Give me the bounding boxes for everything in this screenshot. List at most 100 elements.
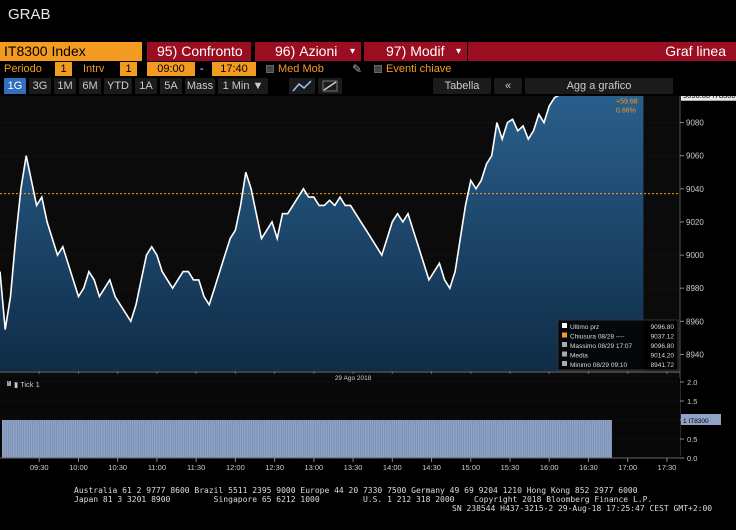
x-tick-label: 15:00 (461, 463, 480, 472)
range-1a-button[interactable]: 1A (135, 78, 157, 94)
legend-value: 9096.80 (651, 324, 675, 331)
volume-tick-label: 0.5 (687, 435, 697, 444)
legend-value: 8941.72 (651, 362, 675, 369)
x-tick-label: 14:30 (422, 463, 441, 472)
events-label: Eventi chiave (386, 63, 452, 75)
footer-line-2: Japan 81 3 3201 8900 Singapore 65 6212 1… (74, 495, 455, 504)
legend-label: Media (570, 353, 588, 360)
y-tick-label: 9060 (686, 152, 704, 161)
x-tick-label: 12:00 (226, 463, 245, 472)
x-tick-label: 10:00 (69, 463, 88, 472)
last-price-label: 9096.80 IT8300 +59.68 0.66% (616, 96, 736, 115)
interval-label: Intrv (83, 63, 105, 75)
footer-line-3: SN 238544 H437-3215-2 29-Aug-18 17:25:47… (452, 504, 713, 513)
line-tool-icon[interactable] (289, 78, 315, 94)
modify-label: Modif (410, 43, 445, 59)
compare-num: 95) (157, 43, 178, 59)
x-tick-label: 13:00 (304, 463, 323, 472)
y-tick-label: 8940 (686, 350, 704, 359)
y-tick-label: 9040 (686, 185, 704, 194)
events-checkbox[interactable] (374, 65, 382, 73)
volume-label: ▮ Tick 1 (14, 380, 40, 389)
volume-panel: ▮ Tick 12.01.51.00.50.01 IT8300 (0, 378, 721, 463)
modify-num: 97) (386, 43, 407, 59)
legend-label: Chiusura 08/28 ---- (570, 334, 625, 341)
y-tick-label: 8980 (686, 284, 704, 293)
actions-label: Azioni (299, 43, 338, 59)
actions-button[interactable]: 96) Azioni ▾ (255, 42, 361, 61)
range-1min-button[interactable]: 1 Min ▼ (218, 78, 268, 94)
x-tick-label: 17:00 (618, 463, 637, 472)
price-area (0, 96, 644, 371)
range-ytd-button[interactable]: YTD (104, 78, 132, 94)
compare-button[interactable]: 95) Confronto (147, 42, 251, 61)
table-button[interactable]: Tabella (433, 78, 491, 94)
chevron-down-icon: ▾ (349, 46, 355, 57)
x-tick-label: 15:30 (501, 463, 520, 472)
pencil-icon[interactable]: ✎ (352, 62, 363, 76)
range-1g-button[interactable]: 1G (4, 78, 26, 94)
x-tick-label: 12:30 (265, 463, 284, 472)
change-value: +59.68 (616, 99, 638, 106)
end-time-input[interactable]: 17:40 (212, 62, 256, 76)
x-tick-label: 16:00 (540, 463, 559, 472)
x-tick-label: 11:00 (148, 463, 166, 472)
footer-line-1: Australia 61 2 9777 8600 Brazil 5511 239… (74, 486, 638, 495)
volume-tick-label: 2.0 (687, 378, 697, 387)
chart-type-label[interactable]: Graf linea (468, 42, 736, 61)
legend-label: Massimo 08/29 17:07 (570, 343, 633, 350)
x-tick-label: 10:30 (108, 463, 127, 472)
chart-legend: Ultimo prz 9096.80 Chiusura 08/28 ---- 9037… (557, 319, 679, 371)
x-axis-date-label: 29 Ago 2018 (335, 375, 372, 382)
price-axis: 8940 8960 8980 9000 9020 9040 9060 9080 (680, 119, 704, 359)
line-chart-icon (292, 80, 312, 92)
interval-input[interactable]: 1 (120, 62, 137, 76)
chevron-down-icon: ▾ (455, 46, 461, 57)
footer-copyright: Copyright 2018 Bloomberg Finance L.P. (474, 495, 653, 504)
volume-tick-label: 0.0 (687, 454, 697, 463)
params-bar: Periodo 1 Intrv 1 09:00 - 17:40 Med Mob … (0, 62, 736, 76)
x-tick-label: 16:30 (579, 463, 598, 472)
moving-avg-label: Med Mob (278, 63, 324, 75)
y-tick-label: 8960 (686, 317, 704, 326)
range-bar: 1G 3G 1M 6M YTD 1A 5A Mass 1 Min ▼ Tabella « Agg… (0, 78, 736, 94)
start-time-input[interactable]: 09:00 (147, 62, 195, 76)
y-tick-label: 9020 (686, 218, 704, 227)
command-bar: IT8300 Index 95) Confronto 96) Azioni ▾ 97… (0, 42, 736, 61)
compare-label: Confronto (181, 43, 243, 59)
time-axis: 09:30 10:00 10:30 11:00 11:30 12:00 12:30 13:00… (30, 371, 676, 472)
volume-tick-label: 1.5 (687, 397, 697, 406)
price-line (0, 96, 560, 330)
range-1m-button[interactable]: 1M (54, 78, 76, 94)
y-tick-label: 9080 (686, 119, 704, 128)
legend-value: 9037.12 (651, 334, 675, 341)
period-input[interactable]: 1 (55, 62, 72, 76)
back-button[interactable]: « (494, 78, 522, 94)
period-label: Periodo (4, 63, 42, 75)
modify-button[interactable]: 97) Modif ▾ (364, 42, 467, 61)
add-to-chart-button[interactable]: Agg a grafico (525, 78, 673, 94)
security-field[interactable]: IT8300 Index (0, 42, 142, 61)
window-title: GRAB (8, 6, 51, 23)
x-tick-label: 13:30 (344, 463, 363, 472)
legend-value: 9014.20 (651, 353, 675, 360)
x-tick-label: 11:30 (187, 463, 205, 472)
volume-tag: 1 IT8300 (683, 418, 709, 425)
moving-avg-checkbox[interactable] (266, 65, 274, 73)
x-tick-label: 09:30 (30, 463, 49, 472)
y-tick-label: 9000 (686, 251, 704, 260)
legend-label: Ultimo prz (570, 324, 599, 331)
legend-label: Minimo 08/29 09:10 (570, 362, 627, 369)
range-3g-button[interactable]: 3G (29, 78, 51, 94)
last-price-text: 9096.80 IT8300 (683, 96, 736, 100)
price-chart[interactable]: 8940 8960 8980 9000 9020 9040 9060 9080 9096.80… (0, 96, 736, 486)
zoom-diagonal-icon (322, 80, 338, 92)
x-tick-label: 14:00 (383, 463, 402, 472)
range-mass-button[interactable]: Mass (185, 78, 215, 94)
actions-num: 96) (275, 43, 296, 59)
range-6m-button[interactable]: 6M (79, 78, 101, 94)
zoom-tool-icon[interactable] (318, 78, 342, 94)
time-separator: - (200, 63, 204, 75)
range-5a-button[interactable]: 5A (160, 78, 182, 94)
change-percent: 0.66% (616, 108, 636, 115)
